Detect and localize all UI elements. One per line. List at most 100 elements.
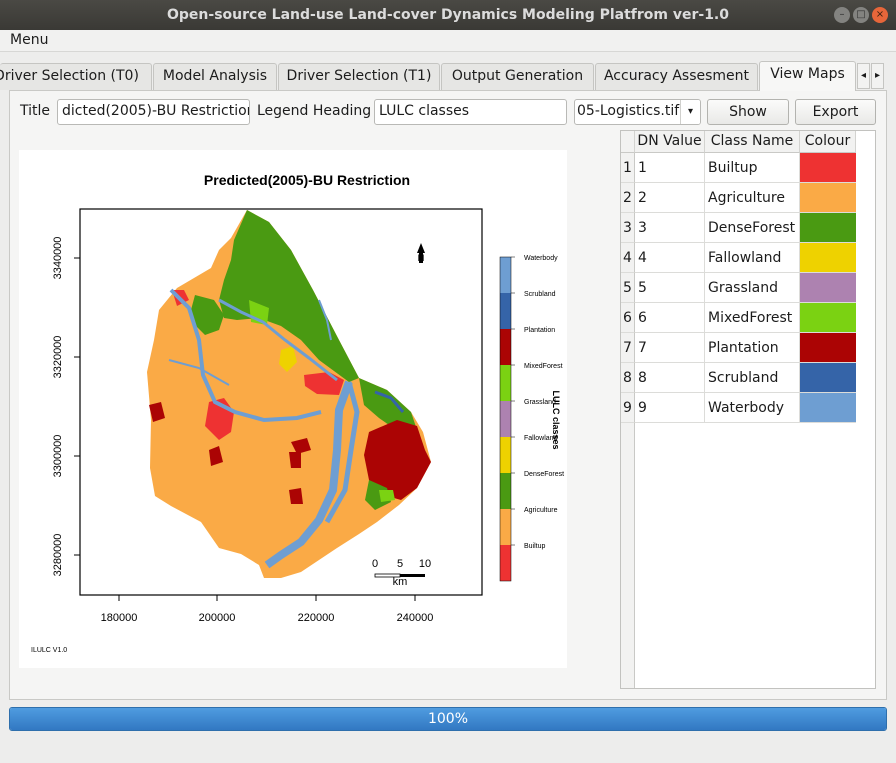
row-index[interactable]: 2 (621, 183, 635, 213)
column-header[interactable]: Class Name (705, 131, 800, 153)
chevron-down-icon[interactable]: ▾ (680, 100, 700, 124)
title-label: Title (20, 103, 51, 119)
map-title: Predicted(2005)-BU Restriction (204, 172, 410, 188)
colour-swatch[interactable] (800, 183, 856, 213)
tab-label: Driver Selection (T1) (286, 68, 432, 84)
title-input[interactable]: dicted(2005)-BU Restriction (57, 99, 250, 125)
row-header-filler (621, 423, 635, 688)
chevron-right-icon[interactable]: ▸ (871, 63, 884, 89)
progress-fill (10, 708, 886, 730)
legend-entry: Waterbody (524, 255, 558, 262)
row-index[interactable]: 3 (621, 213, 635, 243)
map-file-select[interactable]: 05-Logistics.tif ▾ (574, 99, 701, 125)
tab-label: Output Generation (451, 68, 584, 84)
tab-accuracy-assesment[interactable]: Accuracy Assesment (595, 63, 758, 90)
class-name-cell[interactable]: Builtup (705, 153, 800, 183)
map-footer: ILULC V1.0 (31, 647, 67, 654)
row-index[interactable]: 4 (621, 243, 635, 273)
tab-label: Driver Selection (T0) (0, 68, 139, 84)
scale-bar: 0 5 10 km (372, 558, 431, 588)
x-tick-label: 180000 (101, 612, 138, 624)
north-arrow-icon: N (417, 243, 425, 263)
class-name-cell[interactable]: Waterbody (705, 393, 800, 423)
window-titlebar: Open-source Land-use Land-cover Dynamics… (0, 0, 896, 30)
colour-swatch[interactable] (800, 393, 856, 423)
row-index[interactable]: 1 (621, 153, 635, 183)
menu-bar: Menu (0, 30, 896, 52)
colour-swatch[interactable] (800, 363, 856, 393)
menu-item[interactable]: Menu (10, 32, 49, 48)
dn-value-cell[interactable]: 4 (635, 243, 705, 273)
row-index[interactable]: 6 (621, 303, 635, 333)
dn-value-cell[interactable]: 8 (635, 363, 705, 393)
dn-value-cell[interactable]: 1 (635, 153, 705, 183)
class-name-cell[interactable]: Fallowland (705, 243, 800, 273)
close-icon[interactable]: × (872, 7, 888, 23)
legend-entry: Plantation (524, 327, 555, 334)
class-table: DN Value Class Name Colour 1 1 Builtup 2… (620, 130, 876, 689)
tab-label: Accuracy Assesment (603, 68, 750, 84)
legend-entry: Agriculture (524, 507, 558, 514)
class-name-cell[interactable]: Plantation (705, 333, 800, 363)
legend-heading-input[interactable]: LULC classes (374, 99, 567, 125)
legend-entry: Grassland (524, 399, 556, 406)
y-tick-label: 3320000 (52, 336, 64, 379)
scale-unit: km (393, 576, 408, 588)
x-tick-label: 240000 (397, 612, 434, 624)
window-title: Open-source Land-use Land-cover Dynamics… (167, 7, 729, 23)
colour-swatch[interactable] (800, 273, 856, 303)
tab-driver-selection-t0[interactable]: Driver Selection (T0) (0, 63, 152, 90)
dn-value-cell[interactable]: 2 (635, 183, 705, 213)
class-name-cell[interactable]: Grassland (705, 273, 800, 303)
minimize-icon[interactable]: – (834, 7, 850, 23)
tab-view-maps[interactable]: View Maps (759, 61, 856, 91)
class-name-cell[interactable]: Scrubland (705, 363, 800, 393)
tab-model-analysis[interactable]: Model Analysis (153, 63, 277, 90)
class-name-cell[interactable]: MixedForest (705, 303, 800, 333)
north-label: N (418, 253, 425, 263)
progress-text: 100% (427, 711, 469, 727)
class-name-cell[interactable]: DenseForest (705, 213, 800, 243)
table-corner (621, 131, 635, 153)
dn-value-cell[interactable]: 5 (635, 273, 705, 303)
column-header[interactable]: DN Value (635, 131, 705, 153)
y-tick-label: 3340000 (52, 237, 64, 280)
legend-title: LULC classes (551, 390, 561, 449)
colour-swatch[interactable] (800, 303, 856, 333)
row-index[interactable]: 7 (621, 333, 635, 363)
dn-value-cell[interactable]: 6 (635, 303, 705, 333)
map-canvas: Predicted(2005)-BU Restriction 3340000 3… (31, 172, 564, 654)
row-index[interactable]: 9 (621, 393, 635, 423)
legend-entry: Fallowland (524, 435, 558, 442)
y-tick-label: 3280000 (52, 534, 64, 577)
legend-entry: Scrubland (524, 291, 556, 298)
colour-swatch[interactable] (800, 333, 856, 363)
scale-tick: 0 (372, 558, 378, 570)
tab-output-generation[interactable]: Output Generation (441, 63, 594, 90)
progress-bar: 100% (9, 707, 887, 731)
row-index[interactable]: 5 (621, 273, 635, 303)
maximize-icon[interactable]: □ (853, 7, 869, 23)
tab-driver-selection-t1[interactable]: Driver Selection (T1) (278, 63, 440, 90)
colour-swatch[interactable] (800, 153, 856, 183)
scale-tick: 10 (419, 558, 431, 570)
colour-swatch[interactable] (800, 213, 856, 243)
dn-value-cell[interactable]: 9 (635, 393, 705, 423)
dn-value-cell[interactable]: 7 (635, 333, 705, 363)
x-tick-label: 200000 (199, 612, 236, 624)
legend-entry: Builtup (524, 543, 546, 550)
chevron-left-icon[interactable]: ◂ (857, 63, 870, 89)
class-name-cell[interactable]: Agriculture (705, 183, 800, 213)
column-header[interactable]: Colour (800, 131, 856, 153)
row-index[interactable]: 8 (621, 363, 635, 393)
map-plot: Predicted(2005)-BU Restriction 3340000 3… (19, 150, 567, 668)
tab-label: View Maps (770, 66, 845, 82)
tab-label: Model Analysis (162, 68, 268, 84)
lulc-map (147, 210, 431, 578)
legend-heading-label: Legend Heading (257, 103, 372, 119)
show-button[interactable]: Show (707, 99, 789, 125)
colour-swatch[interactable] (800, 243, 856, 273)
scale-tick: 5 (397, 558, 403, 570)
export-button[interactable]: Export (795, 99, 876, 125)
dn-value-cell[interactable]: 3 (635, 213, 705, 243)
